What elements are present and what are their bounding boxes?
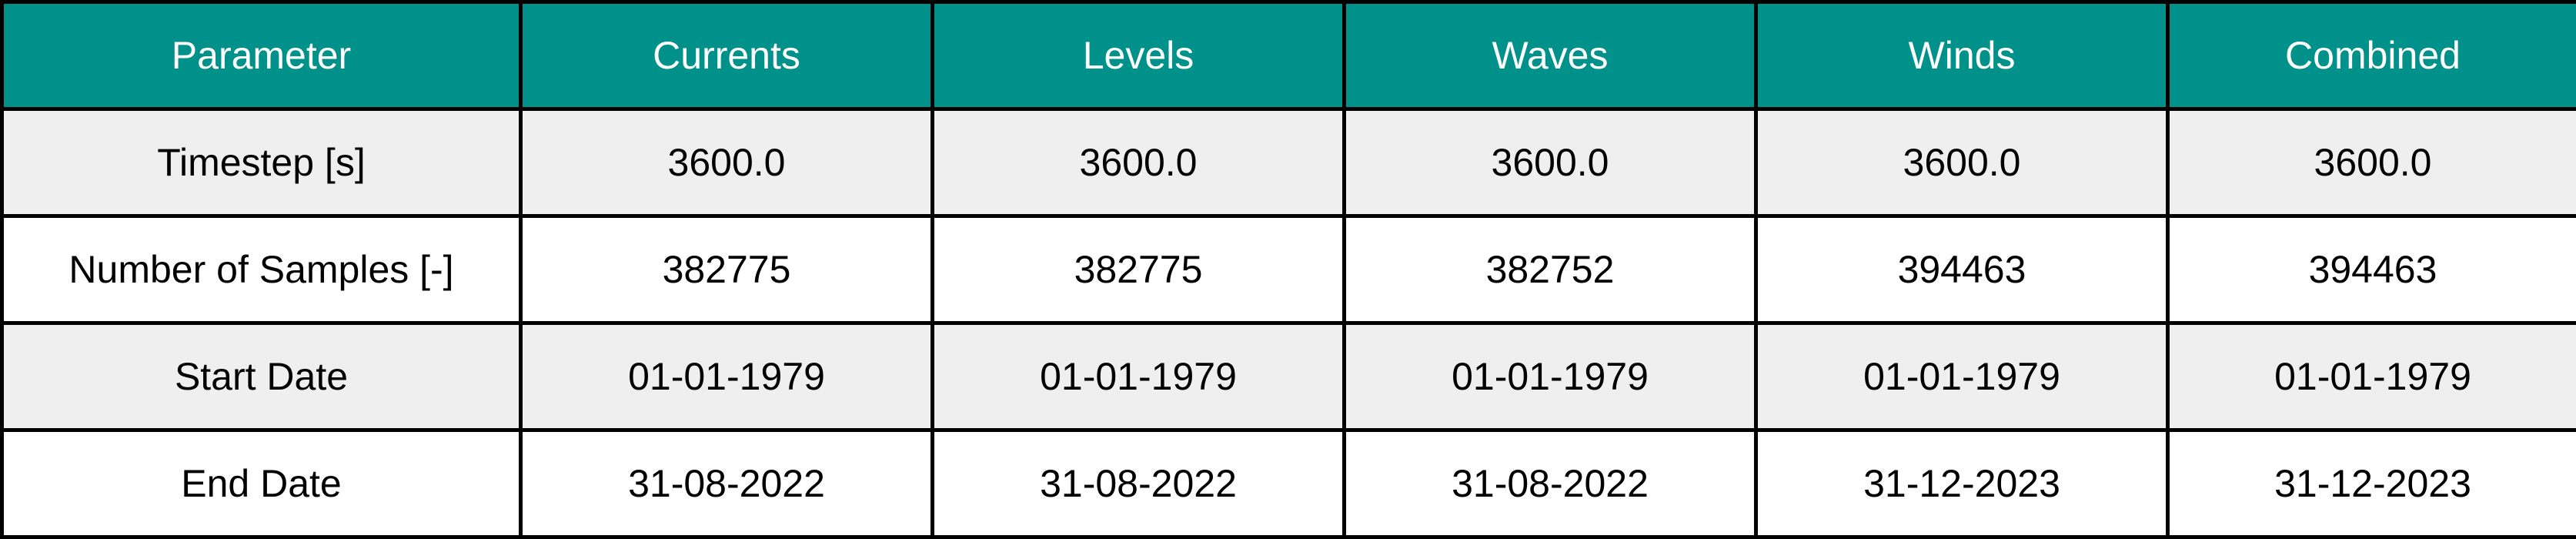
table-cell: 31-08-2022 <box>1345 430 1756 537</box>
table-cell: 01-01-1979 <box>521 323 933 430</box>
table-header-row: Parameter Currents Levels Waves Winds Co… <box>2 2 2576 109</box>
table-row-number-of-samples: Number of Samples [-] 382775 382775 3827… <box>2 216 2576 323</box>
row-label-start-date: Start Date <box>2 323 521 430</box>
table-row-start-date: Start Date 01-01-1979 01-01-1979 01-01-1… <box>2 323 2576 430</box>
table-cell: 3600.0 <box>521 109 933 216</box>
table-cell: 3600.0 <box>2168 109 2576 216</box>
table-cell: 3600.0 <box>933 109 1345 216</box>
column-header-levels: Levels <box>933 2 1345 109</box>
column-header-winds: Winds <box>1756 2 2168 109</box>
column-header-currents: Currents <box>521 2 933 109</box>
table-cell: 3600.0 <box>1756 109 2168 216</box>
row-label-timestep: Timestep [s] <box>2 109 521 216</box>
table-cell: 01-01-1979 <box>2168 323 2576 430</box>
table-cell: 01-01-1979 <box>1345 323 1756 430</box>
table-cell: 3600.0 <box>1345 109 1756 216</box>
table-cell: 31-12-2023 <box>1756 430 2168 537</box>
column-header-parameter: Parameter <box>2 2 521 109</box>
row-label-end-date: End Date <box>2 430 521 537</box>
table-cell: 382775 <box>521 216 933 323</box>
table-cell: 31-08-2022 <box>933 430 1345 537</box>
table-cell: 01-01-1979 <box>933 323 1345 430</box>
table-cell: 01-01-1979 <box>1756 323 2168 430</box>
table-cell: 382775 <box>933 216 1345 323</box>
table-cell: 31-12-2023 <box>2168 430 2576 537</box>
row-label-number-of-samples: Number of Samples [-] <box>2 216 521 323</box>
table-row-timestep: Timestep [s] 3600.0 3600.0 3600.0 3600.0… <box>2 109 2576 216</box>
column-header-combined: Combined <box>2168 2 2576 109</box>
table-cell: 394463 <box>1756 216 2168 323</box>
table-cell: 394463 <box>2168 216 2576 323</box>
table-row-end-date: End Date 31-08-2022 31-08-2022 31-08-202… <box>2 430 2576 537</box>
table-cell: 382752 <box>1345 216 1756 323</box>
column-header-waves: Waves <box>1345 2 1756 109</box>
table-cell: 31-08-2022 <box>521 430 933 537</box>
